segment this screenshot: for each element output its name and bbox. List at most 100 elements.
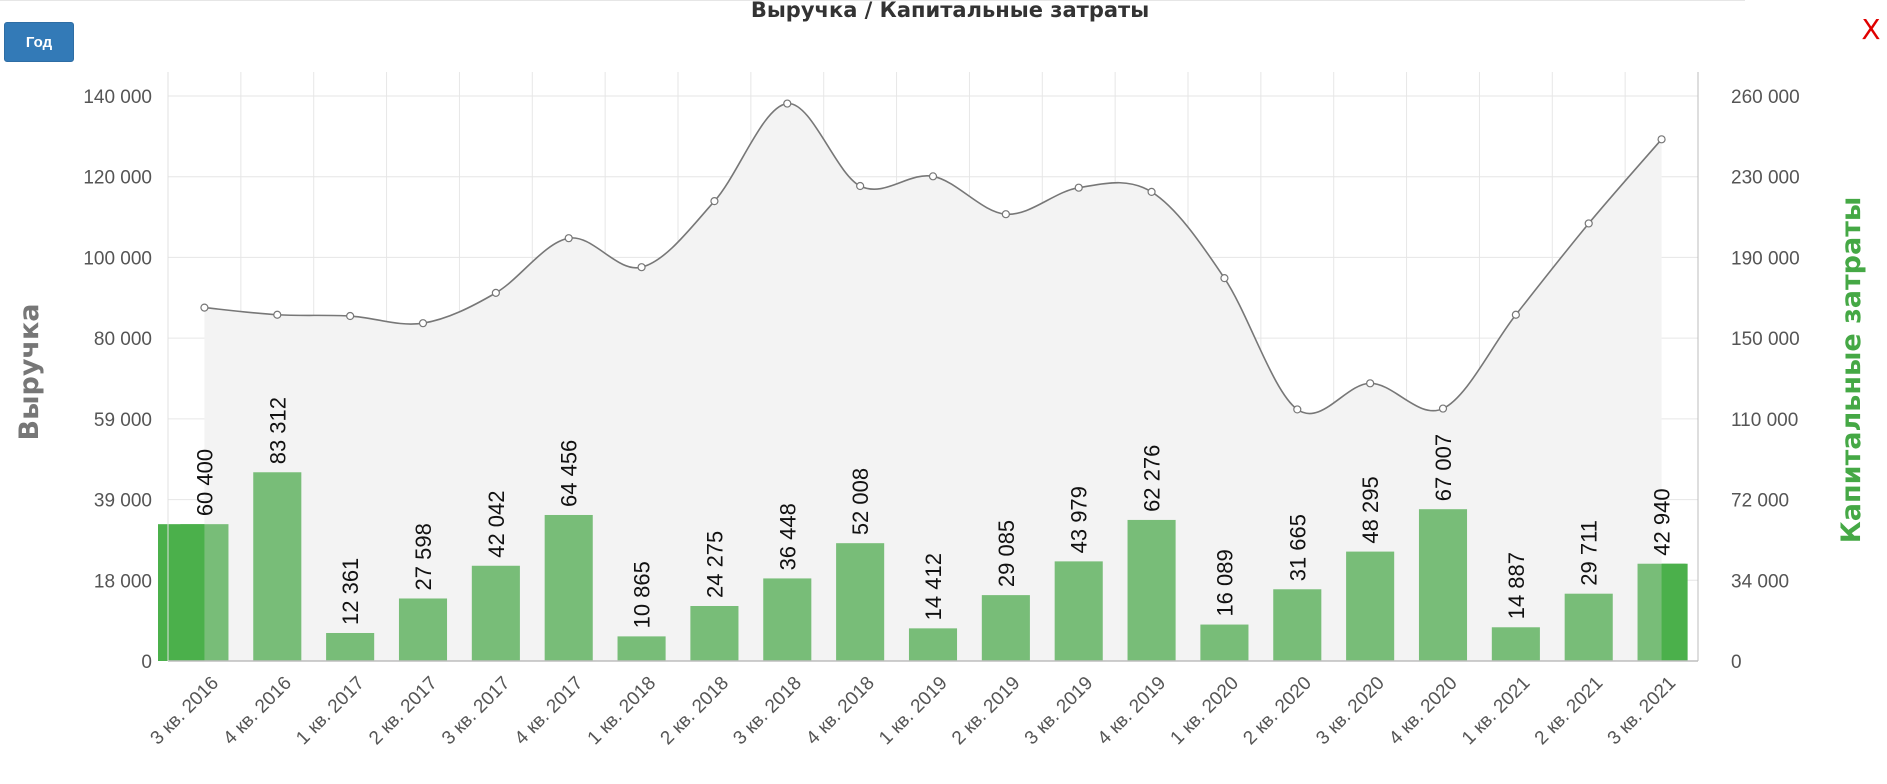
revenue-point [928,172,938,181]
bar-value-label: 24 275 [702,531,727,598]
x-tick-label: 3 кв. 2020 [1312,673,1388,749]
y-right-tick-label: 260 000 [1731,87,1800,108]
bar-value-label: 64 456 [557,440,582,507]
bar-value-label: 83 312 [265,397,290,464]
bar-value-label: 52 008 [848,468,873,535]
revenue-point [346,311,355,321]
x-tick-label: 4 кв. 2019 [1094,673,1170,749]
y-right-tick-label: 72 000 [1731,491,1789,512]
bar-value-label: 14 887 [1504,552,1529,619]
x-tick-label: 1 кв. 2020 [1167,673,1243,749]
capex-bar [1273,589,1322,661]
y-left-tick-label: 100 000 [83,248,152,269]
bar-value-label: 42 042 [484,490,509,557]
capex-bar-highlight [1661,563,1688,661]
revenue-point [1366,379,1375,388]
capex-bar [908,628,958,661]
y-right-tick-label: 110 000 [1731,410,1798,431]
revenue-point [491,288,500,297]
y-left-tick-label: 18 000 [94,571,152,592]
y-left-tick-label: 0 [141,652,152,673]
bar-value-label: 10 865 [630,561,655,628]
capex-bar [1200,624,1249,661]
revenue-point [564,234,573,243]
top-divider [0,0,1745,1]
revenue-point [856,181,865,191]
y-right-tick-label: 150 000 [1731,329,1800,350]
capex-bar [836,543,885,661]
capex-bar [617,636,666,661]
capex-bar [326,632,375,661]
x-tick-label: 2 кв. 2018 [657,673,733,749]
bar-value-label: 48 295 [1358,476,1383,543]
x-tick-label: 1 кв. 2018 [584,673,660,749]
y-left-tick-label: 59 000 [94,410,152,431]
x-tick-label: 4 кв. 2018 [802,673,878,749]
capex-bar [1127,519,1176,661]
close-icon[interactable]: X [1861,12,1881,46]
x-tick-label: 2 кв. 2019 [948,673,1024,749]
x-tick-label: 3 кв. 2017 [438,673,514,749]
x-tick-label: 4 кв. 2020 [1385,673,1461,749]
y-left-axis-title: Выручка [14,303,45,440]
y-left-tick-label: 120 000 [83,168,152,189]
y-right-tick-label: 190 000 [1731,248,1800,269]
x-tick-label: 1 кв. 2017 [292,673,368,749]
x-tick-label: 3 кв. 2016 [147,673,223,749]
y-right-tick-label: 0 [1731,652,1742,673]
revenue-point [273,310,282,319]
revenue-point [1293,405,1302,414]
bar-value-label: 16 089 [1212,549,1237,616]
x-tick-label: 4 кв. 2016 [219,673,295,749]
bar-value-label: 67 007 [1431,434,1456,501]
capex-bar [253,472,302,661]
x-tick-label: 4 кв. 2017 [511,673,587,749]
capex-bar [1564,593,1613,661]
x-tick-label: 3 кв. 2018 [729,673,805,749]
capex-bar [398,598,448,661]
bar-value-label: 42 940 [1650,488,1675,555]
capex-bar-highlight [158,524,205,661]
bar-value-label: 31 665 [1285,514,1310,581]
bar-value-label: 12 361 [338,558,363,625]
revenue-point [1074,183,1083,192]
capex-bar [690,606,739,661]
revenue-point [1220,274,1229,283]
revenue-point [418,319,428,328]
revenue-point [1147,187,1156,197]
bar-value-label: 27 598 [411,523,436,590]
y-right-tick-label: 34 000 [1731,571,1789,592]
x-tick-label: 2 кв. 2020 [1239,673,1315,749]
capex-bar [544,514,593,661]
y-right-axis-title: Капитальные затраты [1836,197,1867,544]
x-tick-label: 1 кв. 2019 [875,673,951,749]
capex-bar [1054,561,1103,661]
bar-value-label: 43 979 [1067,486,1092,553]
chart-title: Выручка / Капитальные затраты [750,0,1150,22]
y-left-tick-label: 140 000 [83,87,152,108]
x-tick-label: 3 кв. 2021 [1604,673,1680,749]
bar-value-label: 62 276 [1140,445,1165,512]
revenue-point [1511,310,1520,319]
revenue-point [710,197,719,206]
revenue-point [637,263,646,272]
y-left-tick-label: 39 000 [94,491,152,512]
x-tick-label: 1 кв. 2021 [1458,673,1534,749]
capex-bar [471,565,520,661]
revenue-point [200,303,209,312]
capex-bar [1418,509,1468,661]
capex-bar [763,578,812,661]
revenue-point [783,99,792,108]
x-tick-label: 2 кв. 2021 [1531,673,1607,749]
period-year-button[interactable]: Год [4,22,74,62]
bar-value-label: 60 400 [192,449,217,516]
capex-bar [1346,551,1395,661]
x-tick-label: 3 кв. 2019 [1021,673,1097,749]
y-left-tick-label: 80 000 [94,329,152,350]
revenue-point [1438,404,1448,413]
capex-bar [981,595,1030,661]
x-tick-label: 2 кв. 2017 [365,673,441,749]
revenue-point [1657,135,1666,144]
bar-value-label: 29 711 [1577,520,1602,586]
